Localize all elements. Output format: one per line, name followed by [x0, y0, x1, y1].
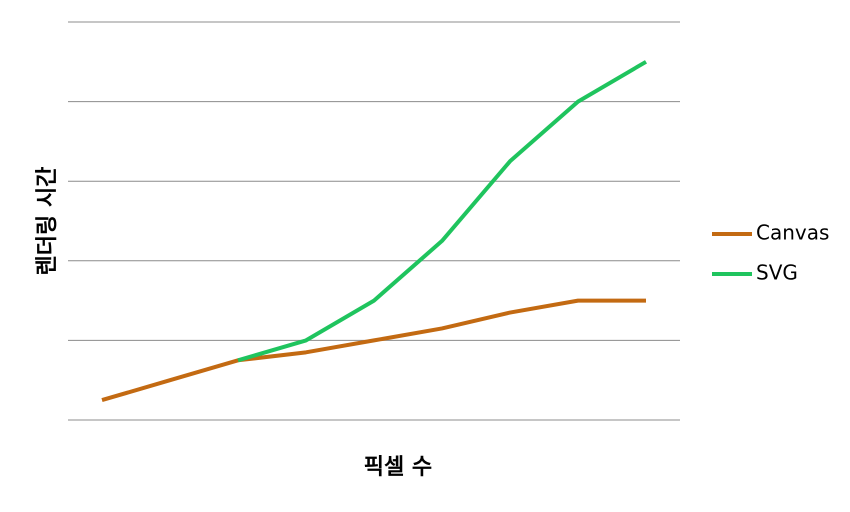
- y-axis-title: 렌더링 시간: [35, 167, 60, 276]
- series-line: [101, 298, 646, 403]
- series-line: [237, 60, 648, 363]
- x-axis-title: 픽셀 수: [364, 455, 432, 480]
- legend-label: Canvas: [756, 221, 829, 245]
- legend-label: SVG: [756, 261, 798, 285]
